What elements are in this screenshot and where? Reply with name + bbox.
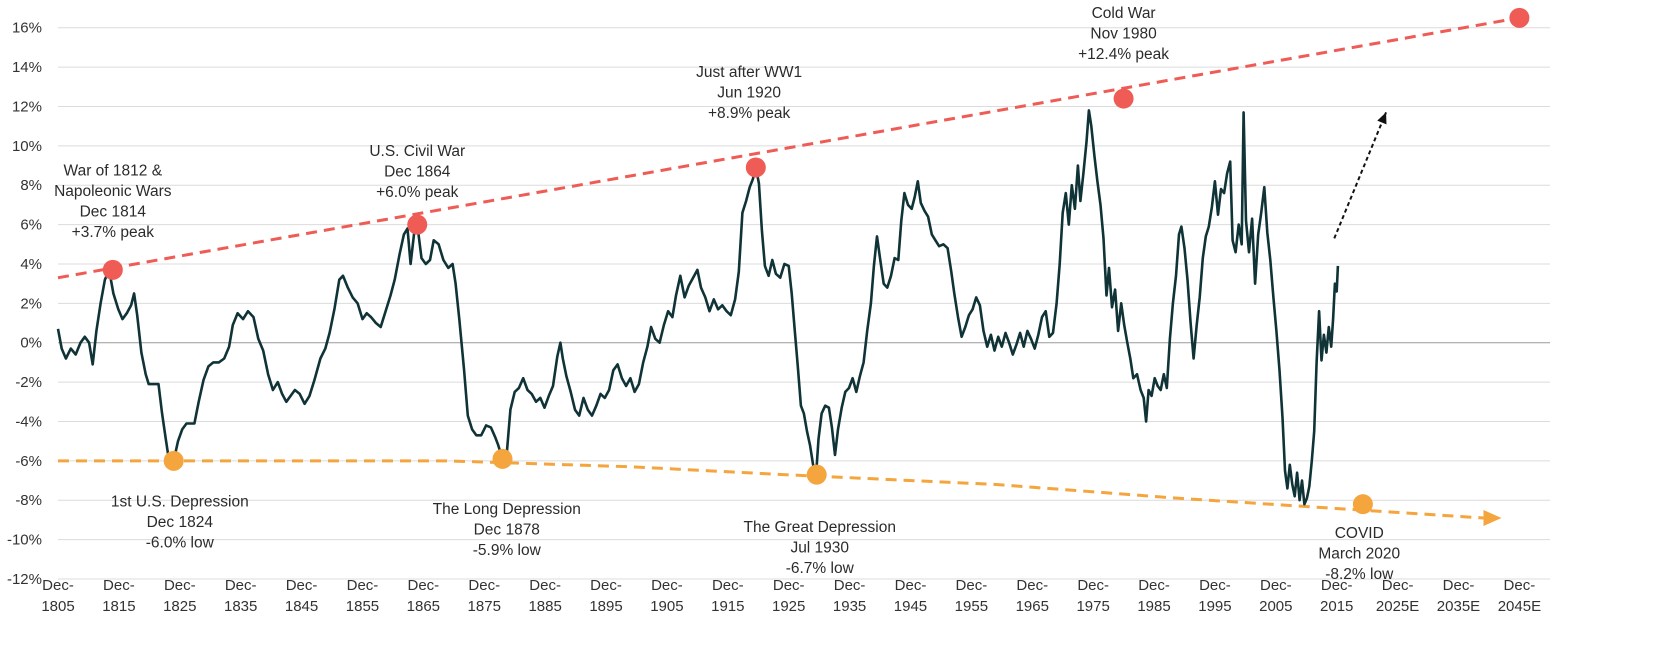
y-axis-ticks: -12% -10% -8% -6% -4% -2% 0% 2% 4% 6% 8% 10% 12% 14% 1… (7, 20, 42, 588)
y-tick-label: 12% (12, 98, 42, 115)
y-tick-label: 6% (20, 217, 42, 234)
x-tick-label: Dec-1845 (285, 577, 318, 615)
projection-arrowhead (1377, 112, 1387, 125)
y-tick-label: -12% (7, 571, 42, 588)
x-tick-label: Dec-1885 (528, 577, 561, 615)
projection-arrow (1333, 111, 1387, 239)
peak-marker (1113, 88, 1134, 109)
y-tick-label: 14% (12, 59, 42, 76)
low-marker (492, 448, 513, 469)
y-tick-label: -8% (15, 492, 42, 509)
peak-trend-line (57, 16, 1520, 280)
x-tick-label: Dec-1915 (711, 577, 744, 615)
x-tick-label: Dec-1805 (41, 577, 74, 615)
peak-marker (407, 214, 428, 235)
low-annotation: The Long Depression Dec 1878 -5.9% low (433, 501, 581, 559)
low-marker (1352, 494, 1373, 515)
peak-annotation: War of 1812 & Napoleonic Wars Dec 1814 +3.7… (54, 163, 172, 242)
peak-annotation: Just after WW1 Jun 1920 +8.9% peak (696, 64, 802, 122)
y-tick-label: 2% (20, 295, 42, 312)
peak-marker (102, 259, 123, 280)
x-tick-label: Dec-1965 (1016, 577, 1049, 615)
x-tick-label: Dec-1835 (224, 577, 257, 615)
x-tick-label: Dec-1975 (1076, 577, 1109, 615)
low-marker (806, 464, 827, 485)
x-tick-label: Dec-1995 (1198, 577, 1231, 615)
x-tick-label: Dec-1865 (407, 577, 440, 615)
y-tick-label: -6% (15, 453, 42, 470)
y-tick-label: -10% (7, 532, 42, 549)
peak-marker (745, 157, 766, 178)
x-axis-ticks: Dec-1805 Dec-1815 Dec-1825 Dec-1835 Dec-1845… (41, 577, 1541, 615)
y-tick-label: -2% (15, 374, 42, 391)
y-tick-label: 4% (20, 256, 42, 273)
x-tick-label: Dec-1925 (772, 577, 805, 615)
x-tick-label: Dec-1825 (163, 577, 196, 615)
x-tick-label: Dec-1895 (589, 577, 622, 615)
event-markers (102, 7, 1530, 515)
x-tick-label: Dec-2015 (1320, 577, 1353, 615)
low-marker (163, 450, 184, 471)
x-tick-label: Dec-2035E (1437, 577, 1480, 615)
low-annotation: The Great Depression Jul 1930 -6.7% low (744, 519, 897, 577)
gridlines (58, 27, 1550, 580)
series-lines (56, 109, 1340, 506)
x-tick-label: Dec-2045E (1498, 577, 1541, 615)
x-tick-label: Dec-1875 (468, 577, 501, 615)
event-annotations: War of 1812 & Napoleonic Wars Dec 1814 +3.7… (54, 5, 1400, 583)
x-tick-label: Dec-1985 (1137, 577, 1170, 615)
low-annotation: 1st U.S. Depression Dec 1824 -6.0% low (111, 493, 249, 551)
peak-marker (1509, 7, 1530, 28)
peak-annotation: Cold War Nov 1980 +12.4% peak (1078, 5, 1169, 63)
series-line (56, 109, 1340, 506)
x-tick-label: Dec-2025E (1376, 577, 1419, 615)
y-tick-label: 8% (20, 177, 42, 194)
y-tick-label: 16% (12, 20, 42, 37)
low-trend-line (58, 459, 1484, 520)
trend-lines (57, 16, 1520, 526)
low-annotation: COVID March 2020 -8.2% low (1318, 525, 1400, 583)
x-tick-label: Dec-1935 (833, 577, 866, 615)
x-tick-label: Dec-2005 (1259, 577, 1292, 615)
y-tick-label: 10% (12, 138, 42, 155)
low-trend-arrowhead (1483, 509, 1502, 526)
x-tick-label: Dec-1855 (346, 577, 379, 615)
y-tick-label: -4% (15, 413, 42, 430)
x-tick-label: Dec-1905 (650, 577, 683, 615)
peak-annotation: U.S. Civil War Dec 1864 +6.0% peak (369, 143, 465, 201)
x-tick-label: Dec-1945 (894, 577, 927, 615)
x-tick-label: Dec-1815 (102, 577, 135, 615)
x-tick-label: Dec-1955 (955, 577, 988, 615)
y-tick-label: 0% (20, 335, 42, 352)
